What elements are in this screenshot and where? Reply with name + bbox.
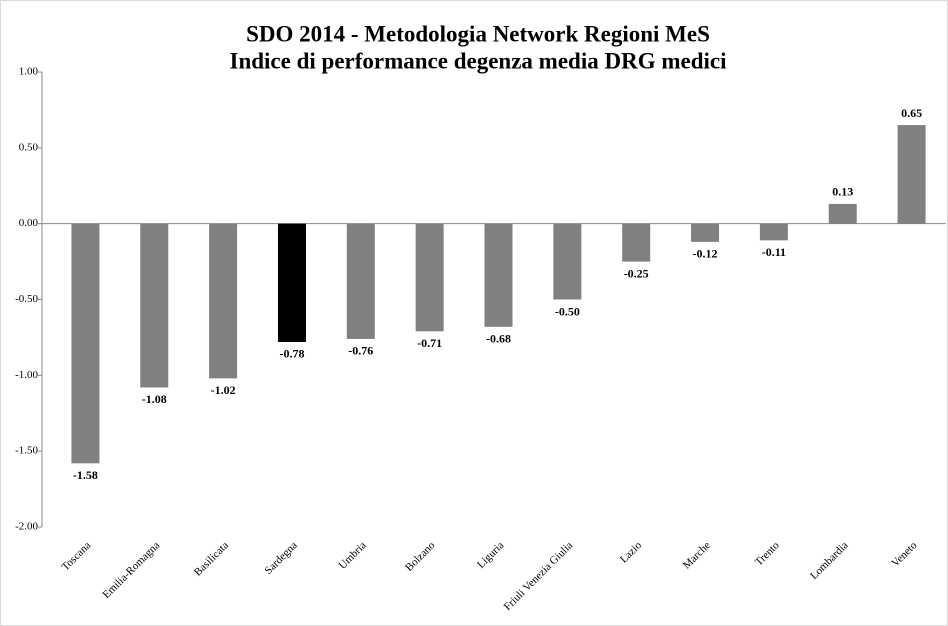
bar — [691, 223, 720, 242]
data-label: -1.58 — [73, 468, 98, 482]
data-label: -0.12 — [693, 247, 718, 261]
bar — [897, 125, 926, 224]
data-label: 0.65 — [901, 106, 922, 120]
bar — [209, 223, 238, 379]
data-label: -1.02 — [211, 383, 236, 397]
y-tick-label: -1.00 — [15, 369, 38, 381]
y-tick-label: -2.00 — [15, 521, 38, 533]
chart-title: SDO 2014 - Metodologia Network Regioni M… — [246, 21, 710, 46]
y-tick-label: -0.50 — [15, 293, 38, 305]
bar — [759, 223, 788, 241]
data-label: -0.11 — [762, 245, 786, 259]
bar — [828, 203, 857, 224]
y-tick-label: -1.50 — [15, 445, 38, 457]
bar — [71, 223, 100, 464]
data-label: 0.13 — [832, 185, 853, 199]
data-label: -0.50 — [555, 304, 580, 318]
bar — [415, 223, 444, 332]
y-tick-label: 0.00 — [19, 217, 39, 229]
bar — [484, 223, 513, 327]
y-tick-label: 1.00 — [19, 66, 39, 78]
bar — [277, 223, 306, 342]
y-tick-label: 0.50 — [19, 141, 39, 153]
data-label: -0.68 — [486, 332, 511, 346]
bar — [140, 223, 169, 388]
data-label: -0.25 — [624, 266, 649, 280]
data-label: -0.78 — [279, 347, 304, 361]
data-label: -0.71 — [417, 336, 442, 350]
bar — [553, 223, 582, 300]
data-label: -0.76 — [348, 344, 373, 358]
bar — [346, 223, 375, 339]
bar — [622, 223, 651, 262]
chart-title: Indice di performance degenza media DRG … — [230, 48, 728, 73]
data-label: -1.08 — [142, 392, 167, 406]
